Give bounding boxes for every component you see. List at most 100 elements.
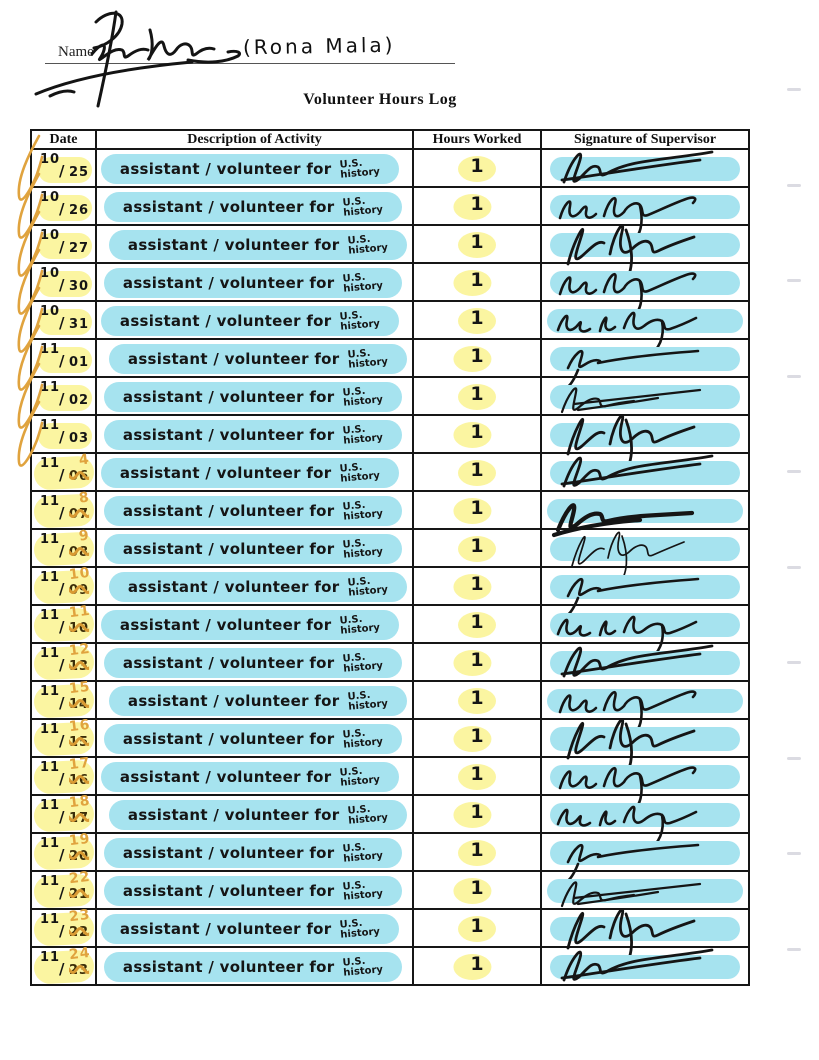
- description-cell: assistant / volunteer for U.S. history: [95, 642, 414, 682]
- description-cell: assistant / volunteer for U.S. history: [95, 794, 414, 834]
- orange-checkmark: [17, 248, 44, 315]
- table-row: 11 / 03 assistant / volunteer for U.S. h…: [30, 414, 750, 480]
- activity-description-highlight: assistant / volunteer for U.S. history: [109, 572, 407, 602]
- table-row: 11 / 22 23 assistant / volunteer for U.S…: [30, 907, 750, 974]
- date-cell: 11 / 07 8: [30, 489, 97, 530]
- activity-description-text: assistant / volunteer for: [127, 350, 340, 368]
- activity-description-text: assistant / volunteer for: [127, 236, 340, 254]
- date-highlight: [38, 157, 92, 183]
- hours-highlight: [453, 726, 492, 752]
- signature-highlight: [547, 309, 743, 333]
- orange-checkmark: [17, 324, 44, 391]
- activity-subject-line2: history: [343, 888, 384, 903]
- activity-subject-line2: history: [343, 204, 384, 219]
- table-row: 11 / 20 19 assistant / volunteer for U.S…: [30, 830, 750, 884]
- date-slash: /: [59, 542, 65, 560]
- activity-description-highlight: assistant / volunteer for U.S. history: [109, 230, 407, 260]
- table-row: 11 / 06 4 assistant / volunteer for U.S.…: [30, 451, 750, 492]
- table-row: 11 / 08 9 assistant / volunteer for U.S.…: [30, 527, 750, 587]
- signature-highlight: [547, 689, 743, 713]
- date-slash: /: [59, 770, 65, 788]
- date-slash: /: [59, 390, 65, 408]
- signature-highlight: [550, 917, 740, 941]
- activity-description-text: assistant / volunteer for: [122, 540, 335, 558]
- hours-highlight: [453, 270, 492, 296]
- date-month: 10: [40, 190, 61, 205]
- date-slash: /: [59, 238, 65, 256]
- table-row: 11 / 01 assistant / volunteer for U.S. h…: [30, 338, 750, 390]
- activity-subject-line2: history: [340, 622, 381, 637]
- table-row: 11 / 21 22 assistant / volunteer for U.S…: [30, 869, 750, 910]
- description-cell: assistant / volunteer for U.S. history: [95, 528, 414, 568]
- date-slash: /: [59, 922, 65, 940]
- date-day: 26: [69, 203, 90, 218]
- date-month: 11: [40, 418, 61, 433]
- hours-cell: 1: [412, 794, 542, 834]
- date-month: 11: [40, 380, 61, 395]
- scan-artifact-dash: [787, 756, 801, 760]
- hours-value: 1: [470, 307, 484, 329]
- hours-value: 1: [470, 193, 484, 215]
- hours-value: 1: [470, 497, 484, 519]
- activity-description-highlight: assistant / volunteer for U.S. history: [109, 686, 407, 716]
- date-day: 10: [69, 621, 90, 636]
- activity-description-highlight: assistant / volunteer for U.S. history: [101, 306, 399, 336]
- hours-cell: 1: [412, 452, 542, 492]
- date-month: 11: [40, 342, 61, 357]
- hours-cell: 1: [412, 528, 542, 568]
- table-row: 10 / 26 assistant / volunteer for U.S. h…: [30, 186, 750, 244]
- signature-cell: [540, 376, 750, 416]
- date-day: 22: [69, 925, 90, 940]
- hours-value: 1: [470, 383, 484, 405]
- hours-value: 1: [470, 801, 484, 823]
- activity-subject-line2: history: [343, 964, 384, 979]
- description-cell: assistant / volunteer for U.S. history: [95, 224, 414, 264]
- signature-cell: [540, 300, 750, 358]
- signature-cell: [540, 680, 750, 738]
- date-correction: 19: [67, 830, 91, 850]
- hours-highlight: [453, 422, 492, 448]
- signature-cell: [540, 338, 750, 390]
- orange-checkmark: [17, 210, 44, 277]
- activity-description-text: assistant / volunteer for: [122, 654, 335, 672]
- date-month: 10: [40, 152, 61, 167]
- date-month: 11: [40, 646, 61, 661]
- signature-highlight: [550, 765, 740, 789]
- date-month: 11: [40, 760, 61, 775]
- hours-cell: 1: [412, 262, 542, 302]
- activity-subject: U.S. history: [340, 917, 381, 941]
- date-month: 11: [40, 608, 61, 623]
- hours-highlight: [458, 232, 496, 258]
- activity-subject: U.S. history: [340, 461, 381, 485]
- hours-highlight: [453, 574, 492, 600]
- date-slash: /: [59, 884, 65, 902]
- signature-highlight: [550, 233, 740, 257]
- activity-subject: U.S. history: [343, 727, 384, 751]
- date-cell: 10 / 26: [30, 186, 97, 226]
- date-month: 11: [40, 912, 61, 927]
- activity-description-text: assistant / volunteer for: [122, 958, 335, 976]
- activity-subject: U.S. history: [343, 385, 384, 409]
- date-cell: 11 / 20 19: [30, 830, 97, 872]
- table-row: 11 / 07 8 assistant / volunteer for U.S.…: [30, 489, 750, 538]
- date-slash: /: [59, 656, 65, 674]
- date-correction: 15: [67, 678, 91, 698]
- date-highlight: [38, 309, 92, 335]
- activity-subject-line2: history: [348, 698, 389, 713]
- description-cell: assistant / volunteer for U.S. history: [95, 414, 414, 454]
- hours-value: 1: [470, 725, 484, 747]
- hours-value: 1: [470, 953, 484, 975]
- date-month: 11: [40, 836, 61, 851]
- date-day: 25: [69, 165, 90, 180]
- date-day: 17: [69, 811, 90, 826]
- activity-description-text: assistant / volunteer for: [122, 730, 335, 748]
- hours-highlight: [453, 650, 492, 676]
- hours-cell: 1: [412, 718, 542, 758]
- hours-value: 1: [470, 763, 484, 785]
- date-correction: 4: [78, 451, 91, 469]
- activity-subject: U.S. history: [348, 347, 389, 371]
- activity-description-highlight: assistant / volunteer for U.S. history: [104, 952, 402, 982]
- date-day: 23: [69, 963, 90, 978]
- signature-highlight: [547, 879, 743, 903]
- description-cell: assistant / volunteer for U.S. history: [95, 148, 414, 188]
